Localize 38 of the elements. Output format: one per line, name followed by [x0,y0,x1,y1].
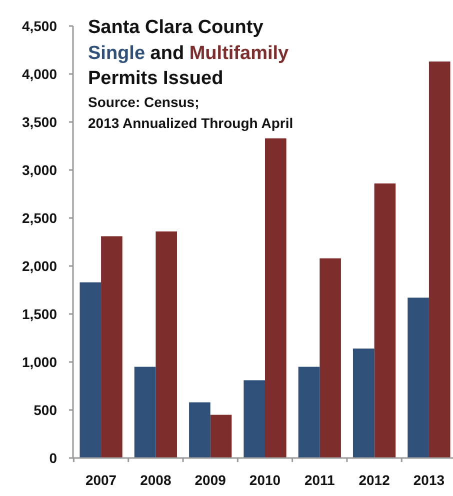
bar [156,231,178,458]
text: Single [88,43,146,64]
y-tick-label: 1,500 [22,306,58,322]
bar [210,414,232,458]
y-tick-label: 3,500 [22,114,58,130]
y-tick-label: 2,500 [22,210,58,226]
y-tick-label: 1,000 [22,354,58,370]
bar [374,183,396,458]
y-tick-label: 4,500 [22,18,58,34]
y-tick-label: 0 [49,450,58,466]
bar [352,348,374,458]
bar [101,236,122,458]
annotation: Source: Census; [88,94,200,110]
x-tick-label: 2008 [140,472,172,488]
chart-title: Santa Clara County [88,17,264,38]
annotation: 2013 Annualized Through April [88,115,294,131]
y-tick-label: 3,000 [22,162,58,178]
text: Permits Issued [88,68,224,89]
bar [244,380,265,458]
x-tick-label: 2013 [413,472,445,488]
bar [80,282,102,458]
x-tick-label: 2012 [358,472,390,488]
text: Multifamily [189,43,290,64]
bar [265,138,286,458]
bar [428,62,450,458]
bar [408,298,429,458]
x-tick-label: 2010 [249,472,281,488]
bar [189,402,210,458]
x-tick-label: 2009 [194,472,226,488]
bar [320,258,341,458]
y-tick-label: 500 [34,402,58,418]
x-tick-label: 2007 [85,472,117,488]
legend-title: and [145,43,190,64]
x-tick-label: 2011 [304,472,336,488]
y-tick-label: 2,000 [22,258,58,274]
y-tick-label: 4,000 [22,66,58,82]
bar [134,366,156,458]
bar [298,366,320,458]
